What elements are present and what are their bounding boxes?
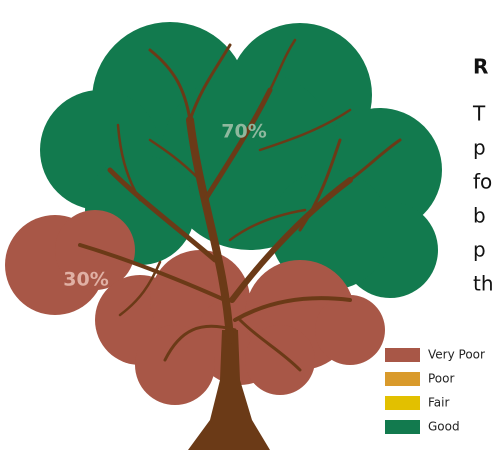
text-line: p bbox=[473, 136, 486, 160]
canopy-blob bbox=[245, 325, 315, 395]
legend-swatch bbox=[385, 420, 420, 434]
canopy-part bbox=[5, 210, 385, 405]
legend-label: Very Poor bbox=[428, 348, 485, 362]
legend-label: Fair bbox=[428, 396, 449, 410]
text-line: fo bbox=[473, 170, 492, 194]
value-label: 70% bbox=[221, 121, 266, 143]
legend-label: Good bbox=[428, 420, 460, 434]
heading: R bbox=[473, 55, 488, 79]
text-line: p bbox=[473, 238, 486, 262]
value-label: 30% bbox=[63, 269, 108, 291]
legend-swatch bbox=[385, 372, 420, 386]
text-line: T bbox=[472, 102, 486, 126]
tree-trunk bbox=[78, 38, 402, 450]
legend-swatch bbox=[385, 348, 420, 362]
legend-label: Poor bbox=[428, 372, 454, 386]
canopy bbox=[5, 22, 442, 405]
canopy-blob bbox=[135, 325, 215, 405]
value-labels: 30% 70% bbox=[63, 121, 266, 291]
legend: Very Poor Poor Fair Good bbox=[385, 348, 485, 434]
text-line: b bbox=[473, 204, 486, 228]
text-line: th bbox=[473, 272, 492, 296]
legend-swatch bbox=[385, 396, 420, 410]
canopy-blob bbox=[315, 295, 385, 365]
